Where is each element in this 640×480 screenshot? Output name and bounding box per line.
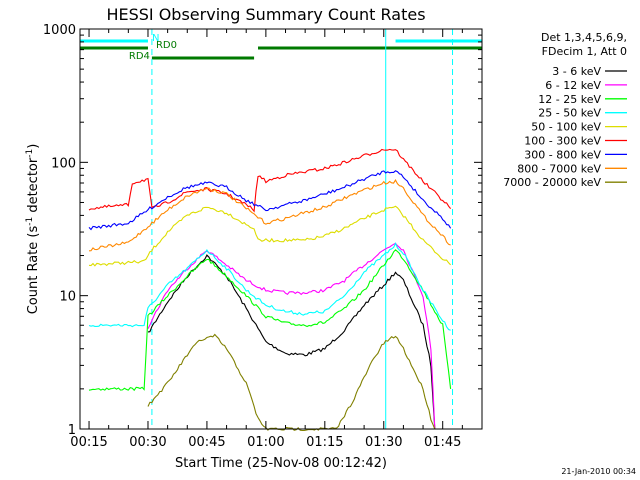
series-line-5: [88, 148, 452, 213]
series-line-7: [88, 179, 451, 252]
y-tick-label: 1: [68, 423, 76, 438]
legend-label: 6 - 12 keV: [545, 79, 601, 92]
flag-label-rd4: RD4: [129, 51, 150, 62]
y-axis-label-sup2: -1: [25, 149, 35, 158]
plot-frame: [79, 28, 483, 430]
legend-label: 300 - 800 keV: [524, 148, 601, 161]
series-line-4: [88, 205, 451, 267]
legend-header-line2: FDecim 1, Att 0: [542, 45, 627, 58]
series-line-6: [88, 170, 452, 231]
legend-label: 3 - 6 keV: [552, 65, 601, 78]
flag-label-rd0: RD0: [156, 40, 177, 51]
legend-label: 100 - 300 keV: [524, 135, 601, 148]
x-tick-label: 01:45: [424, 435, 461, 450]
x-tick-label: 01:15: [306, 435, 343, 450]
series-line-2: [88, 249, 452, 392]
legend-header-line1: Det 1,3,4,5,6,9,: [541, 31, 627, 44]
x-tick-label: 00:30: [129, 435, 166, 450]
series-line-3: [88, 242, 451, 331]
series-line-0: [147, 254, 436, 430]
series-lines: [88, 148, 452, 432]
orbit-markers: [151, 29, 454, 429]
series-line-1: [147, 242, 436, 430]
x-tick-label: 00:45: [188, 435, 225, 450]
legend-label: 12 - 25 keV: [538, 93, 601, 106]
y-axis-label-sup1: -1: [25, 217, 35, 226]
y-axis-ticks: 1 10 100 1000: [43, 23, 482, 438]
y-tick-label: 1000: [43, 23, 76, 38]
legend-label: 800 - 7000 keV: [517, 162, 601, 175]
chart-title: HESSI Observing Summary Count Rates: [106, 5, 425, 24]
legend-label: 50 - 100 keV: [531, 121, 601, 134]
y-axis-label-mid: detector: [26, 157, 41, 217]
x-tick-label: 01:30: [365, 435, 402, 450]
flag-label-n: N: [152, 33, 159, 44]
legend-label: 25 - 50 keV: [538, 107, 601, 120]
y-axis-label-main: Count Rate (s: [26, 226, 41, 315]
x-axis-label: Start Time (25-Nov-08 00:12:42): [175, 456, 387, 471]
footer-date: 21-Jan-2010 00:34: [561, 467, 636, 476]
y-tick-label: 10: [59, 290, 76, 305]
y-tick-label: 100: [51, 156, 76, 171]
y-axis-label-end: ): [26, 144, 41, 149]
series-line-8: [147, 333, 436, 432]
x-tick-label: 01:00: [247, 435, 284, 450]
y-axis-label: Count Rate (s-1 detector-1): [25, 144, 41, 315]
x-tick-label: 00:15: [70, 435, 107, 450]
x-axis-ticks: 00:15 00:30 00:45 01:00 01:15 01:30 01:45: [70, 29, 463, 450]
legend-label: 7000 - 20000 keV: [503, 176, 601, 189]
